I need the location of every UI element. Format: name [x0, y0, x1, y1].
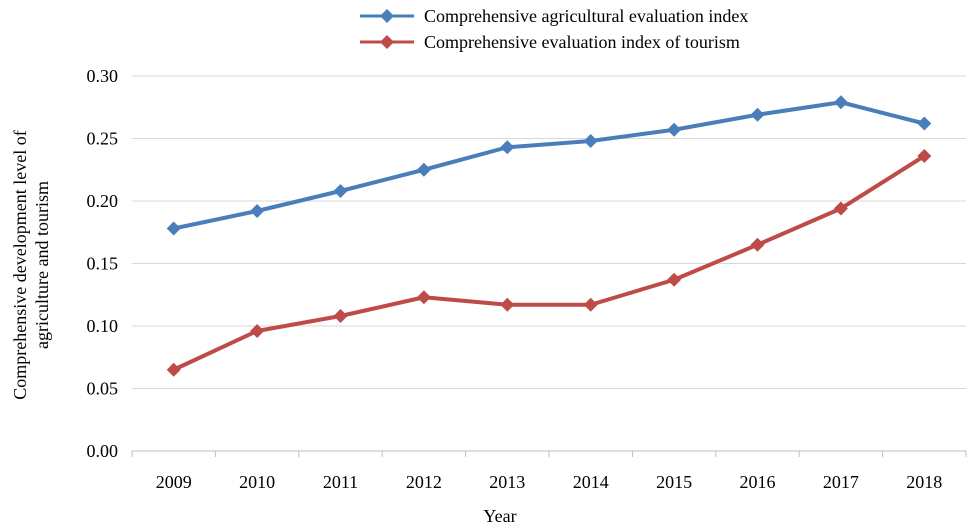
y-axis-title: Comprehensive development level of agric…: [10, 130, 52, 399]
data-point-tourism-2015: [667, 272, 682, 287]
grid-lines: [132, 75, 966, 389]
data-point-agriculture-2011: [333, 184, 348, 198]
x-tick-label: 2015: [656, 472, 692, 492]
data-point-tourism-2009: [166, 362, 181, 377]
legend-label-tourism: Comprehensive evaluation index of touris…: [424, 32, 740, 52]
data-point-tourism-2013: [500, 297, 515, 312]
data-point-agriculture-2016: [750, 107, 765, 122]
legend-item-agriculture: Comprehensive agricultural evaluation in…: [360, 6, 748, 26]
legend-item-tourism: Comprehensive evaluation index of touris…: [360, 32, 740, 52]
y-tick-label: 0.10: [87, 316, 119, 336]
data-point-agriculture-2013: [500, 140, 515, 155]
y-tick-label: 0.25: [87, 129, 119, 149]
y-tick-label: 0.05: [87, 379, 119, 399]
data-point-agriculture-2012: [416, 162, 431, 177]
data-point-agriculture-2017: [833, 95, 848, 110]
x-tick-label: 2013: [489, 472, 525, 492]
data-point-tourism-2016: [750, 237, 765, 252]
x-tick-label: 2009: [156, 472, 192, 492]
data-point-agriculture-2018: [917, 116, 932, 131]
legend-marker-agriculture: [380, 9, 394, 23]
y-tick-label: 0.15: [87, 254, 119, 274]
x-tick-label: 2014: [573, 472, 609, 492]
legend-marker-tourism: [380, 35, 394, 49]
x-tick-label: 2011: [323, 472, 358, 492]
data-point-tourism-2018: [917, 149, 932, 163]
data-point-agriculture-2010: [250, 204, 265, 218]
data-point-tourism-2014: [583, 297, 598, 312]
data-point-tourism-2010: [250, 324, 265, 338]
axes: 0.00 0.05 0.10 0.15 0.20 0.25 0.30 2009 2010 2011…: [87, 66, 967, 492]
y-axis-title-line-2: agriculture and tourism: [32, 181, 52, 349]
x-tick-label: 2018: [906, 472, 942, 492]
series-layer: [166, 95, 932, 377]
x-tick-label: 2016: [740, 472, 776, 492]
data-point-agriculture-2009: [166, 221, 181, 236]
legend-label-agriculture: Comprehensive agricultural evaluation in…: [424, 6, 748, 26]
series-line-tourism: [172, 154, 926, 372]
data-point-agriculture-2015: [667, 122, 682, 137]
data-point-tourism-2011: [333, 309, 348, 323]
y-tick-label: 0.30: [87, 66, 119, 86]
x-axis-title: Year: [483, 506, 516, 526]
x-tick-label: 2017: [823, 472, 859, 492]
legend: Comprehensive agricultural evaluation in…: [360, 6, 748, 52]
y-tick-label: 0.20: [87, 191, 119, 211]
x-tick-label: 2010: [239, 472, 275, 492]
y-axis-title-line-1: Comprehensive development level of: [10, 130, 30, 399]
data-point-tourism-2017: [833, 201, 848, 216]
data-point-tourism-2012: [416, 290, 431, 305]
series-line-agriculture: [173, 100, 925, 231]
data-point-agriculture-2014: [583, 134, 598, 148]
y-tick-label: 0.00: [87, 441, 119, 461]
x-tick-label: 2012: [406, 472, 442, 492]
